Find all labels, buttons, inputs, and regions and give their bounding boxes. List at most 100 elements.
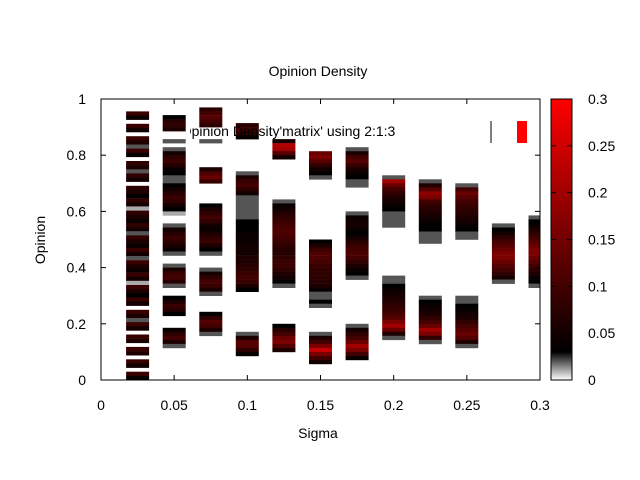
heatmap-cell (345, 179, 369, 184)
heatmap-cell (126, 359, 150, 364)
heatmap-cell (162, 139, 186, 144)
heatmap-cell (199, 123, 223, 128)
heatmap-cell (235, 247, 259, 252)
chart-title: Opinion Density (269, 63, 368, 79)
heatmap-cell (309, 171, 332, 176)
x-tick-label: 0.1 (238, 397, 258, 413)
heatmap-cell (126, 210, 150, 215)
heatmap-cell (199, 107, 223, 112)
heatmap-cell (272, 335, 296, 341)
heatmap-cell (345, 235, 369, 240)
heatmap-cell (491, 279, 515, 284)
heatmap-cell (309, 355, 332, 361)
heatmap-cell (455, 295, 479, 300)
heatmap-cell (528, 227, 540, 232)
heatmap-cell (235, 259, 259, 264)
heatmap-cell (418, 227, 442, 232)
heatmap-cell (345, 331, 369, 337)
heatmap-cell (199, 267, 223, 272)
heatmap-cell (382, 195, 406, 200)
heatmap-cell (272, 139, 296, 144)
heatmap-cell (126, 247, 150, 253)
heatmap-cell (345, 267, 369, 272)
heatmap-cell (199, 243, 223, 248)
heatmap-cell (199, 279, 223, 284)
heatmap-cell (126, 148, 150, 153)
heatmap-cell (491, 259, 515, 264)
heatmap-cell (455, 335, 479, 341)
heatmap-cell (382, 311, 406, 317)
heatmap-cell (455, 299, 479, 304)
heatmap-cell (491, 227, 515, 232)
heatmap-cell (382, 179, 406, 184)
heatmap-cell (162, 203, 186, 208)
heatmap-cell (199, 319, 223, 325)
heatmap-cell (309, 267, 332, 272)
heatmap-cell (455, 311, 479, 317)
heatmap-cell (455, 183, 479, 188)
heatmap-cell (491, 271, 515, 276)
heatmap-cell (162, 327, 186, 333)
heatmap-cell (382, 323, 406, 329)
heatmap-cell (272, 231, 296, 236)
heatmap-cell (528, 235, 540, 240)
heatmap-cell (491, 223, 515, 228)
heatmap-cell (309, 347, 332, 353)
heatmap-cell (235, 135, 259, 140)
heatmap-cell (345, 259, 369, 264)
heatmap-cell (345, 243, 369, 248)
heatmap-cell (491, 275, 515, 280)
x-tick-label: 0.25 (453, 397, 480, 413)
heatmap-cell (382, 315, 406, 321)
heatmap-cell (418, 187, 442, 192)
heatmap-cell (345, 159, 369, 164)
heatmap-cell (199, 171, 223, 176)
x-tick-label: 0.05 (161, 397, 188, 413)
heatmap-cell (418, 315, 442, 321)
heatmap-cell (418, 319, 442, 325)
heatmap-cell (382, 287, 406, 292)
heatmap-cell (418, 203, 442, 208)
heatmap-cell (345, 183, 369, 188)
heatmap-cell (126, 165, 150, 170)
heatmap-cell (235, 275, 259, 280)
heatmap-cell (491, 263, 515, 268)
heatmap-cell (418, 323, 442, 329)
heatmap-cell (309, 279, 332, 284)
heatmap-cell (199, 271, 223, 276)
heatmap-cell (491, 255, 515, 260)
heatmap-cell (272, 207, 296, 212)
heatmap-cell (126, 251, 150, 257)
heatmap-cell (199, 175, 223, 180)
heatmap-cell (235, 263, 259, 268)
heatmap-cell (418, 339, 442, 345)
heatmap-cell (455, 343, 479, 349)
heatmap-cell (162, 339, 186, 345)
heatmap-cell (235, 183, 259, 188)
heatmap-cell (235, 175, 259, 180)
heatmap-cell (309, 295, 332, 300)
heatmap-cell (455, 207, 479, 212)
heatmap-cell (382, 335, 406, 341)
heatmap-cell (199, 223, 223, 228)
heatmap-cell (199, 115, 223, 120)
heatmap-cell (272, 275, 296, 280)
heatmap-cell (528, 219, 540, 224)
heatmap-cell (382, 183, 406, 188)
heatmap-cell (309, 239, 332, 244)
heatmap-cell (418, 179, 442, 184)
heatmap-cell (162, 191, 186, 196)
heatmap-cell (309, 359, 332, 365)
heatmap-cell (455, 211, 479, 216)
heatmap-cell (418, 303, 442, 308)
heatmap-cell (345, 335, 369, 341)
heatmap-cell (418, 215, 442, 220)
heatmap-cell (272, 267, 296, 272)
heatmap-cell (126, 256, 150, 261)
heatmap-cell (162, 163, 186, 168)
y-tick-label: 0.8 (67, 147, 87, 163)
heatmap-cell (309, 291, 332, 296)
heatmap-cell (455, 319, 479, 325)
heatmap-cell (528, 275, 540, 280)
